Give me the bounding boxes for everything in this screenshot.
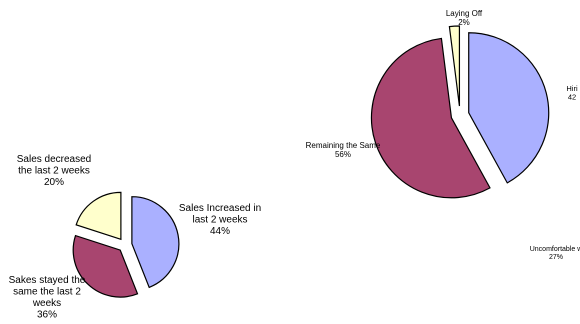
slice-label: Sales Increased in last 2 weeks 44%	[179, 203, 261, 237]
slice-label: Laying Off 2%	[446, 9, 483, 27]
pie-slice	[468, 32, 550, 184]
pie-chart-2: Hiri 42 Uncomfortable w 27% Remaining the Sa…	[306, 9, 580, 261]
pie-chart-1: Sales Increased in last 2 weeks 44% Sakes s…	[9, 154, 262, 321]
slice-label: Sales decreased the last 2 weeks 20%	[17, 154, 92, 188]
pie-slice	[75, 191, 122, 241]
pie-slice	[72, 234, 139, 298]
slice-label: Hiri 42	[566, 84, 578, 102]
slice-label: Remaining the Same 56%	[306, 141, 381, 159]
pie-slice	[131, 196, 180, 289]
pie-slice	[370, 37, 491, 199]
slice-label: Sakes stayed the same the last 2 weeks 36%	[9, 275, 86, 321]
pie-slice	[448, 25, 461, 107]
slice-label: Uncomfortable w 27%	[530, 246, 580, 261]
